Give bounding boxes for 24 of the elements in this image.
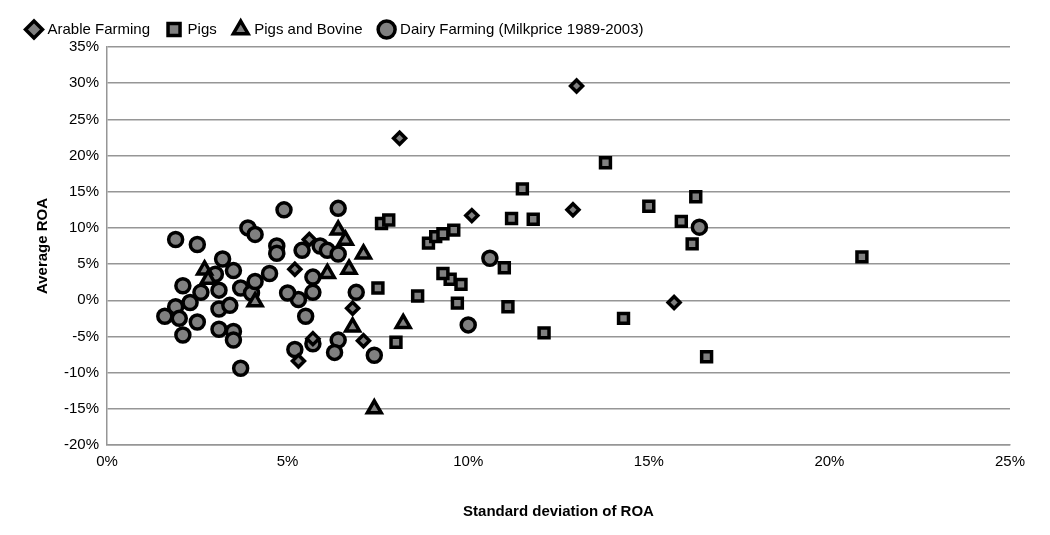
y-tick-label: -10%: [63, 362, 100, 380]
y-tick-label: 20%: [68, 145, 100, 163]
y-axis-title: Average ROA: [33, 197, 51, 295]
y-tick-label: 0%: [77, 290, 100, 308]
y-tick-label: 30%: [68, 73, 100, 91]
y-tick-label: 10%: [68, 218, 100, 236]
y-tick-label: 25%: [68, 109, 100, 127]
y-tick-label: 15%: [68, 181, 100, 199]
x-tick-label: 10%: [453, 452, 484, 470]
x-tick-label: 0%: [96, 452, 118, 470]
x-tick-label: 15%: [633, 452, 664, 470]
legend-label: Dairy Farming (Milkprice 1989-2003): [400, 19, 644, 37]
x-axis-title: Standard deviation of ROA: [463, 502, 655, 520]
legend-label: Pigs: [187, 19, 217, 37]
y-tick-label: -20%: [63, 435, 100, 453]
legend-label: Arable Farming: [47, 19, 151, 37]
y-tick-label: -15%: [63, 398, 100, 416]
x-tick-label: 25%: [994, 452, 1026, 470]
y-tick-label: 35%: [68, 37, 100, 55]
legend-label: Pigs and Bovine: [254, 19, 363, 37]
y-tick-label: 5%: [77, 254, 100, 272]
y-tick-label: -5%: [72, 326, 100, 344]
x-tick-label: 20%: [814, 452, 845, 470]
x-tick-label: 5%: [276, 452, 299, 470]
